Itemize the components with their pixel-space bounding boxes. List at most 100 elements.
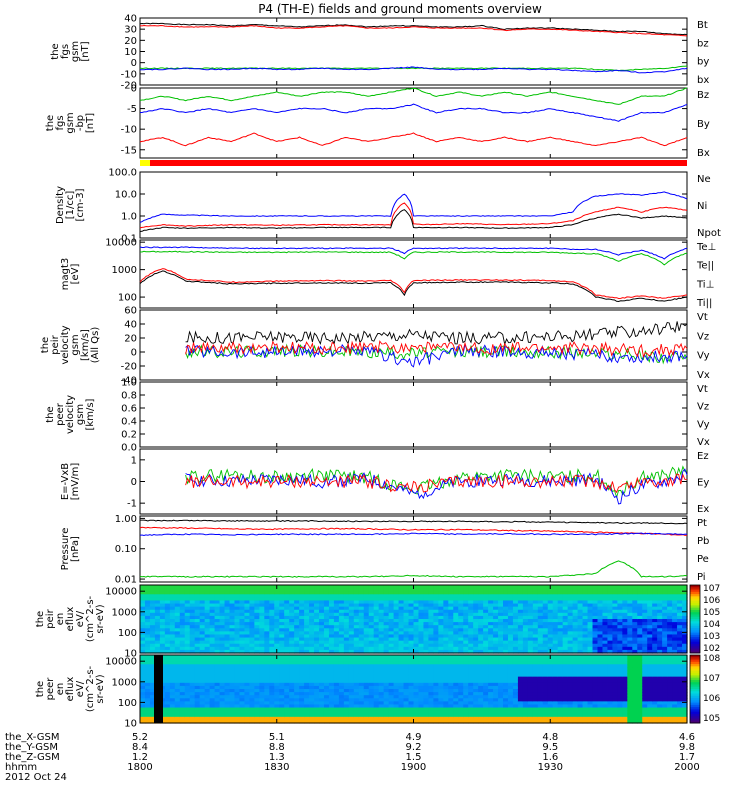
legend-vx: Vx	[697, 437, 710, 448]
y-axis-label-line: Density	[55, 186, 66, 224]
x-row-value: 4.6	[679, 732, 695, 743]
legend-te: Te⊥	[696, 242, 716, 253]
series-ti	[139, 250, 688, 266]
y-tick-label: 10	[124, 649, 137, 660]
y-axis-label-line: the	[50, 43, 61, 59]
data-gap	[154, 655, 163, 723]
colorbar-label: 102	[703, 644, 720, 654]
y-axis-label-line: velocity	[65, 395, 76, 434]
series-ni	[139, 209, 688, 232]
x-row-value: 8.4	[132, 742, 148, 753]
mode-bar-red	[150, 160, 687, 166]
series-vt	[185, 321, 688, 346]
legend-ex: Ex	[697, 504, 709, 515]
y-tick-label: 100	[118, 628, 137, 639]
panel-efield: -1 0 1 E=-VxB [mV/m] Ez Ey Ex	[60, 448, 709, 515]
y-axis-label-line: [nT]	[85, 113, 96, 133]
x-row-value: 1830	[264, 762, 289, 773]
panel-pressure: 0.01 0.10 1.00 Pressure [nPa] Pt Pb Pe Pi	[60, 514, 709, 586]
y-tick-label: 20	[124, 334, 137, 345]
y-axis-label-line: gsm	[70, 334, 81, 355]
x-row-value: 1800	[127, 762, 152, 773]
y-tick-label: 0.2	[121, 430, 137, 441]
y-axis-label-line: (cm^2-s-	[85, 665, 96, 712]
y-tick-label: 0.10	[115, 544, 137, 555]
series-bx	[140, 103, 688, 122]
panel-velocity: -40 -20 0 20 40 60 the peir velocity gsm [km/s] (Al…	[40, 306, 710, 387]
y-axis-label-line: gsm	[75, 404, 86, 425]
y-axis-label-line: magt3	[60, 258, 71, 291]
legend-vt: Vt	[697, 384, 708, 395]
y-tick-label: 40	[124, 320, 137, 331]
y-axis-label-line: (All Qs)	[90, 327, 101, 364]
panel-frame	[139, 515, 688, 583]
y-tick-label: 0.0	[121, 443, 137, 454]
y-tick-label: 10.0	[115, 190, 137, 201]
y-axis-label-line: fgs	[60, 44, 71, 59]
x-row-value: 9.8	[679, 742, 695, 753]
y-tick-label: 1	[131, 455, 137, 466]
y-axis-label-line: en	[55, 613, 66, 626]
y-tick-label: 0	[131, 348, 137, 359]
colorbar-label: 107	[703, 584, 720, 594]
y-axis-label-line: [1/cc]	[65, 191, 76, 220]
series-bt	[139, 22, 688, 36]
legend-vz: Vz	[697, 331, 709, 342]
colorbar: 108 107 106 105	[689, 654, 720, 724]
y-tick-label: 100.0	[108, 168, 137, 179]
series-te	[139, 270, 688, 303]
y-tick-label: 0	[131, 84, 137, 95]
y-tick-label: 100	[118, 698, 137, 709]
y-axis-label-line: [mV/m]	[70, 463, 81, 501]
y-tick-label: 1000	[112, 607, 137, 618]
y-tick-label: -40	[121, 376, 137, 387]
y-axis-label-line: peer	[45, 677, 56, 701]
y-axis-label-line: peir	[50, 334, 61, 354]
y-axis-label-line: [nT]	[80, 41, 91, 61]
legend-ni: Ni	[697, 201, 707, 212]
legend-vy: Vy	[697, 419, 710, 430]
y-axis-label-line: peir	[45, 608, 56, 628]
legend-pe: Pe	[697, 554, 709, 565]
y-axis-label-line: en	[55, 683, 66, 696]
colorbar-label: 107	[703, 674, 720, 684]
y-axis-label-line: fgs	[55, 115, 66, 130]
panel-velocity_peer: 0.0 0.2 0.4 0.6 0.8 1.0 the peer velocity gsm [km/…	[45, 378, 710, 454]
y-tick-label: 10000	[105, 657, 137, 668]
y-tick-label: 1.0	[121, 378, 137, 389]
colorbar-label: 104	[703, 620, 720, 630]
colorbar-label: 106	[703, 694, 720, 704]
x-row-value: 5.2	[132, 732, 148, 743]
y-tick-label: 0.4	[121, 417, 137, 428]
legend-by: By	[697, 119, 710, 130]
colorbar-label: 105	[703, 608, 720, 618]
x-row-value: 1.6	[542, 752, 558, 763]
spectrogram-cells	[140, 655, 688, 724]
x-row-value: 8.8	[269, 742, 285, 753]
y-tick-label: 60	[124, 306, 137, 317]
y-axis-label-line: -bp	[75, 115, 86, 131]
y-tick-label: -20	[121, 362, 137, 373]
date-label: 2012 Oct 24	[5, 772, 67, 783]
x-row-value: 5.1	[269, 732, 285, 743]
y-axis-label-line: [eV]	[70, 264, 81, 285]
y-axis-label-line: the	[35, 611, 46, 627]
y-axis-label-line: Pressure	[60, 528, 71, 571]
legend-ey: Ey	[697, 478, 709, 489]
panel-frame	[139, 381, 688, 448]
legend-pb: Pb	[697, 536, 709, 547]
y-tick-label: 1000	[112, 677, 137, 688]
series-te	[139, 268, 688, 300]
series-bx	[140, 66, 688, 74]
y-axis-label-line: eflux	[65, 607, 76, 632]
series-bz	[139, 24, 688, 37]
legend-bz: Bz	[697, 90, 709, 101]
x-row-value: 1.7	[679, 752, 695, 763]
y-tick-label: 0	[131, 477, 137, 488]
y-axis-label-line: eV/	[75, 610, 86, 627]
legend-vx: Vx	[697, 370, 710, 381]
series-pe	[139, 560, 688, 578]
legend-bx: Bx	[697, 148, 710, 159]
y-tick-label: 40	[124, 14, 137, 25]
legend-vz: Vz	[697, 402, 709, 413]
